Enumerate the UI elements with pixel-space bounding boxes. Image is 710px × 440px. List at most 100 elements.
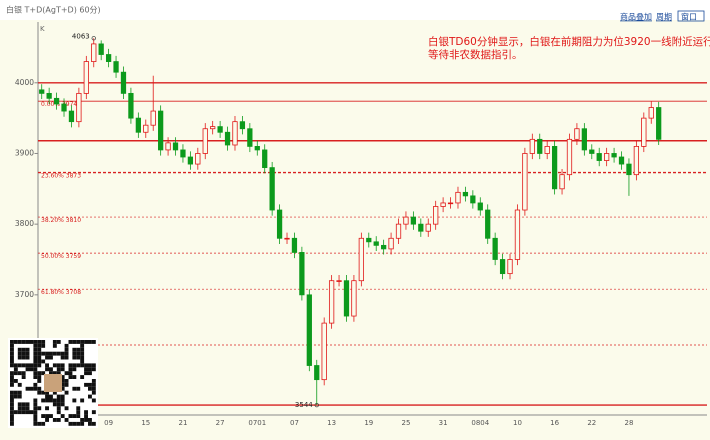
qr-cell: [10, 347, 14, 352]
qr-cell: [21, 371, 26, 376]
qr-cell: [21, 375, 26, 379]
button[interactable]: 周期: [656, 13, 672, 22]
qr-cell: [29, 367, 34, 372]
qr-cell: [76, 340, 81, 344]
qr-cell: [72, 375, 77, 379]
qr-cell: [64, 347, 69, 352]
candle-body: [158, 110, 164, 151]
qr-cell: [88, 418, 92, 422]
qr-cell: [41, 421, 46, 426]
qr-cell: [76, 414, 81, 418]
qr-cell: [56, 402, 61, 407]
qr-cell: [76, 406, 81, 411]
candle-body: [83, 61, 89, 94]
qr-cell: [45, 394, 49, 399]
qr-cell: [17, 371, 22, 376]
qr-cell: [10, 394, 14, 399]
qr-cell: [64, 379, 69, 383]
qr-cell: [64, 371, 69, 376]
qr-cell: [72, 340, 77, 344]
candle-body: [269, 167, 275, 211]
qr-cell: [10, 390, 14, 395]
extreme-label: 3544: [295, 401, 313, 409]
qr-cell: [56, 340, 61, 344]
candle-body: [135, 117, 141, 133]
candle-body: [247, 128, 253, 147]
candle-body: [648, 107, 654, 119]
qr-cell: [33, 340, 38, 344]
candle-body: [299, 252, 305, 296]
qr-cell: [10, 410, 14, 415]
qr-cell: [10, 363, 14, 368]
qr-cell: [68, 414, 73, 418]
candle-body: [492, 237, 498, 260]
candle-body: [61, 103, 67, 112]
qr-cell: [10, 398, 14, 403]
button[interactable]: 商品叠加: [620, 12, 652, 22]
qr-cell: [25, 402, 30, 407]
button[interactable]: 窗口: [681, 12, 697, 22]
x-tick-label: 09: [104, 419, 113, 427]
qr-cell: [91, 363, 96, 368]
qr-cell: [56, 410, 61, 415]
qr-cell: [80, 363, 85, 368]
extreme-marker: [314, 402, 319, 408]
candle-body: [522, 153, 528, 211]
qr-cell: [41, 398, 46, 403]
qr-cell: [64, 355, 69, 360]
qr-cell: [37, 375, 42, 379]
qr-cell: [13, 367, 18, 372]
qr-cell: [80, 418, 85, 422]
qr-cell: [13, 394, 18, 399]
qr-cell: [37, 421, 42, 426]
qr-cell: [13, 363, 18, 368]
x-tick-label: 28: [624, 419, 633, 427]
candle-body: [120, 71, 127, 94]
qr-cell: [37, 363, 42, 368]
qr-cell: [17, 340, 22, 344]
qr-cell: [37, 386, 42, 391]
qr-cell: [56, 406, 61, 411]
qr-cell: [33, 355, 38, 360]
qr-cell: [84, 363, 88, 368]
button-frame: [677, 10, 705, 22]
x-tick-label: 31: [439, 419, 448, 427]
qr-cell: [10, 343, 14, 348]
qr-cell: [41, 371, 46, 376]
qr-cell: [37, 406, 42, 411]
candle-body: [165, 142, 171, 151]
qr-cell: [25, 347, 30, 352]
qr-cell: [84, 371, 88, 376]
qr-cell: [76, 347, 81, 352]
qr-cell: [10, 340, 14, 344]
qr-cell: [49, 351, 53, 356]
candle-body: [187, 156, 194, 165]
candle-body: [499, 259, 506, 275]
qr-cell: [10, 418, 14, 422]
qr-cell: [60, 375, 65, 379]
qr-cell: [52, 418, 57, 422]
qr-cell: [88, 394, 92, 399]
qr-cell: [33, 421, 38, 426]
qr-cell: [52, 390, 57, 395]
qr-cell: [68, 340, 73, 344]
qr-cell: [60, 386, 65, 391]
qr-cell: [88, 371, 92, 376]
qr-cell: [80, 351, 85, 356]
qr-cell: [68, 367, 73, 372]
qr-cell: [33, 410, 38, 415]
y-tick-label: 3900: [15, 148, 34, 157]
qr-cell: [84, 340, 88, 344]
candle-body: [321, 322, 327, 381]
qr-cell: [52, 371, 57, 376]
qr-cell: [33, 347, 38, 352]
qr-cell: [80, 340, 85, 344]
qr-cell: [56, 371, 61, 376]
candle-body: [455, 191, 461, 204]
x-tick-label: 25: [401, 419, 410, 427]
qr-cell: [49, 394, 53, 399]
qr-cell: [60, 363, 65, 368]
qr-cell: [72, 351, 77, 356]
candle-body: [328, 280, 335, 324]
candle-body: [232, 121, 238, 146]
